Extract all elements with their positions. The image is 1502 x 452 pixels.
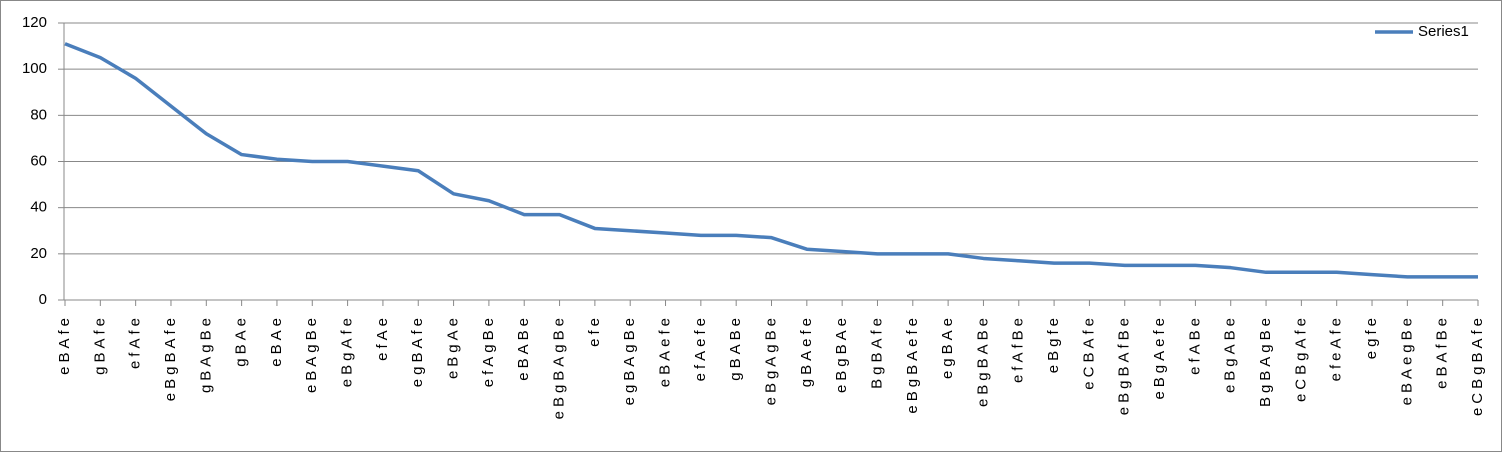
x-tick-label: efAefe xyxy=(692,314,709,381)
y-tick-label: 120 xyxy=(22,14,47,31)
x-tick-label: eBgAgBe xyxy=(762,314,779,405)
x-tick-label: eBgBAfBe xyxy=(1116,314,1133,415)
x-tick-label: eBgABe xyxy=(1222,314,1239,393)
y-tick-label: 20 xyxy=(30,245,47,262)
x-tick-label: efeAfe xyxy=(1328,314,1345,381)
x-tick-label: efAfe xyxy=(127,314,144,369)
x-tick-label: eBgBAfe xyxy=(162,314,179,401)
x-tick-label: gBAe xyxy=(233,314,250,367)
y-tick-label: 60 xyxy=(30,152,47,169)
y-tick-label: 0 xyxy=(39,291,47,308)
x-tick-label: eBABe xyxy=(515,314,532,381)
x-tick-label: eBgBAefe xyxy=(904,314,921,414)
x-tick-label: gBAefe xyxy=(798,314,815,387)
legend-label: Series1 xyxy=(1418,23,1469,40)
x-tick-label: eBgAefe xyxy=(1151,314,1168,400)
x-tick-label: eBgfe xyxy=(1045,314,1062,373)
x-tick-label: egBAfe xyxy=(409,314,426,387)
x-tick-label: BgBAgBe xyxy=(1257,314,1274,407)
x-tick-label: efe xyxy=(586,314,603,347)
x-tick-label: eBAfe xyxy=(56,314,73,375)
x-tick-label: gBABe xyxy=(727,314,744,381)
x-tick-label: eBAe xyxy=(268,314,285,367)
x-tick-label: eCBAfe xyxy=(1080,314,1097,390)
x-tick-label: efAe xyxy=(374,314,391,361)
x-tick-label: eBAfBe xyxy=(1434,314,1451,389)
x-tick-label: egBAgBe xyxy=(621,314,638,405)
x-tick-label: BgBAfe xyxy=(868,314,885,389)
x-tick-label: eBAegBe xyxy=(1398,314,1415,405)
y-tick-label: 100 xyxy=(22,60,47,77)
x-tick-label: eBAgBe xyxy=(303,314,320,393)
x-tick-label: gBAfe xyxy=(91,314,108,375)
x-tick-label: eBgAfe xyxy=(339,314,356,387)
y-tick-label: 40 xyxy=(30,199,47,216)
x-tick-label: efAfBe xyxy=(1010,314,1027,383)
x-tick-label: egfe xyxy=(1363,314,1380,359)
series-line xyxy=(64,42,1478,279)
x-tick-label: eBAefe xyxy=(656,314,673,387)
x-tick-label: gBAgBe xyxy=(197,314,214,393)
x-tick-label: efABe xyxy=(1186,314,1203,375)
x-tick-label: efAgBe xyxy=(480,314,497,387)
y-tick-label: 80 xyxy=(30,106,47,123)
x-tick-label: eBgBAgBe xyxy=(551,314,568,419)
x-tick-label: eBgBAe xyxy=(833,314,850,393)
x-tick-label: eBgBABe xyxy=(974,314,991,407)
x-tick-label: eCBgAfe xyxy=(1292,314,1309,402)
x-tick-label: egBAe xyxy=(939,314,956,379)
x-tick-label: eBgAe xyxy=(445,314,462,379)
x-tick-label: eCBgBAfe xyxy=(1469,314,1486,416)
